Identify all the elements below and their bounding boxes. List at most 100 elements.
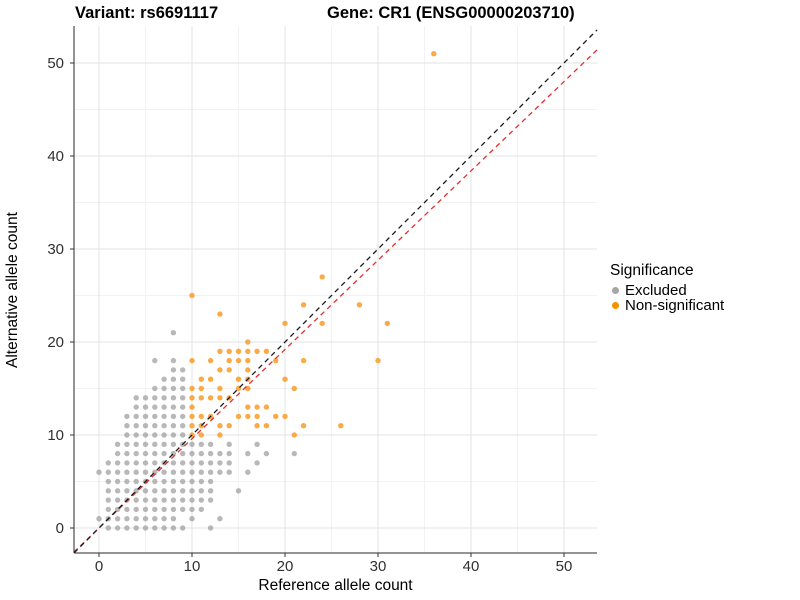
data-point-non-significant xyxy=(356,302,363,308)
data-point-excluded xyxy=(124,441,130,447)
data-point-non-significant xyxy=(235,357,242,364)
data-point-non-significant xyxy=(263,423,270,429)
data-point-non-significant xyxy=(245,367,251,373)
data-point-non-significant xyxy=(217,385,223,392)
data-point-excluded xyxy=(161,376,167,382)
y-tick-label: 40 xyxy=(47,147,64,165)
data-point-excluded xyxy=(142,460,149,466)
data-point-excluded xyxy=(207,525,214,531)
data-point-non-significant xyxy=(291,385,297,392)
data-point-excluded xyxy=(170,423,177,429)
data-point-excluded xyxy=(207,460,214,466)
data-point-non-significant xyxy=(235,348,242,354)
y-tick-label: 0 xyxy=(55,519,64,537)
data-point-excluded xyxy=(152,385,158,392)
data-point-excluded xyxy=(114,460,121,466)
data-point-excluded xyxy=(170,469,177,475)
regression-line xyxy=(73,49,598,553)
data-point-excluded xyxy=(291,450,297,457)
legend-item-label: Non-significant xyxy=(625,297,725,314)
data-point-non-significant xyxy=(207,395,214,401)
data-point-excluded xyxy=(152,516,158,522)
data-point-non-significant xyxy=(291,432,297,438)
data-point-excluded xyxy=(133,497,139,503)
data-point-excluded xyxy=(152,413,158,420)
data-point-excluded xyxy=(142,432,149,438)
data-point-excluded xyxy=(105,488,112,494)
data-point-non-significant xyxy=(300,357,307,364)
data-point-non-significant xyxy=(254,404,260,410)
x-axis-title: Reference allele count xyxy=(258,577,413,594)
data-point-non-significant xyxy=(300,302,307,308)
data-point-excluded xyxy=(161,525,167,531)
data-point-excluded xyxy=(152,506,158,513)
data-point-excluded xyxy=(124,460,130,466)
data-point-excluded xyxy=(254,441,260,447)
data-point-excluded xyxy=(198,497,204,503)
data-point-excluded xyxy=(217,516,223,522)
data-point-excluded xyxy=(114,469,121,475)
data-point-non-significant xyxy=(189,404,195,410)
data-point-excluded xyxy=(152,488,158,494)
data-point-excluded xyxy=(198,506,204,513)
data-point-excluded xyxy=(170,525,177,531)
data-point-excluded xyxy=(133,478,139,485)
data-point-non-significant xyxy=(189,292,195,299)
data-point-excluded xyxy=(133,441,139,447)
data-point-excluded xyxy=(133,516,139,522)
data-point-non-significant xyxy=(189,413,195,420)
data-point-excluded xyxy=(226,441,232,447)
data-point-excluded xyxy=(152,441,158,447)
data-point-non-significant xyxy=(189,395,195,401)
x-tick-label: 10 xyxy=(183,558,201,575)
data-point-non-significant xyxy=(273,413,279,420)
data-point-excluded xyxy=(124,506,130,513)
data-point-excluded xyxy=(105,478,112,485)
data-point-excluded xyxy=(198,441,204,447)
data-point-excluded xyxy=(124,525,130,531)
data-point-non-significant xyxy=(263,348,270,354)
data-point-excluded xyxy=(105,525,112,531)
data-point-non-significant xyxy=(198,385,204,392)
data-point-excluded xyxy=(142,423,149,429)
data-point-excluded xyxy=(124,450,130,457)
data-point-excluded xyxy=(142,404,149,410)
data-point-excluded xyxy=(189,488,195,494)
data-point-excluded xyxy=(263,450,270,457)
data-point-excluded xyxy=(105,506,112,513)
data-point-excluded xyxy=(180,423,186,429)
data-point-non-significant xyxy=(217,367,223,373)
data-point-non-significant xyxy=(207,357,214,364)
data-point-non-significant xyxy=(254,348,260,354)
data-point-excluded xyxy=(207,441,214,447)
data-point-excluded xyxy=(142,413,149,420)
legend-title: Significance xyxy=(610,262,694,279)
data-point-excluded xyxy=(180,460,186,466)
data-point-non-significant xyxy=(263,404,270,410)
data-point-non-significant xyxy=(198,432,204,438)
data-point-non-significant xyxy=(235,376,242,382)
data-point-non-significant xyxy=(375,357,381,364)
data-point-excluded xyxy=(226,469,232,475)
excluded-dot-icon xyxy=(612,287,619,294)
data-point-excluded xyxy=(124,432,130,438)
data-point-excluded xyxy=(170,330,177,336)
data-point-excluded xyxy=(114,516,121,522)
data-point-non-significant xyxy=(189,357,195,364)
data-point-excluded xyxy=(114,488,121,494)
data-point-non-significant xyxy=(254,423,260,429)
data-point-non-significant xyxy=(245,348,251,354)
x-tick-label: 30 xyxy=(369,558,387,575)
data-point-non-significant xyxy=(384,320,390,327)
data-point-non-significant xyxy=(226,423,232,429)
data-point-excluded xyxy=(152,404,158,410)
data-point-non-significant xyxy=(300,423,307,429)
data-point-excluded xyxy=(152,357,158,364)
data-point-excluded xyxy=(235,488,242,494)
x-tick-label: 50 xyxy=(555,558,573,575)
data-point-excluded xyxy=(254,460,260,466)
identity-line xyxy=(73,29,598,554)
legend-item-non-significant: Non-significant xyxy=(610,297,725,314)
data-point-non-significant xyxy=(226,367,232,373)
